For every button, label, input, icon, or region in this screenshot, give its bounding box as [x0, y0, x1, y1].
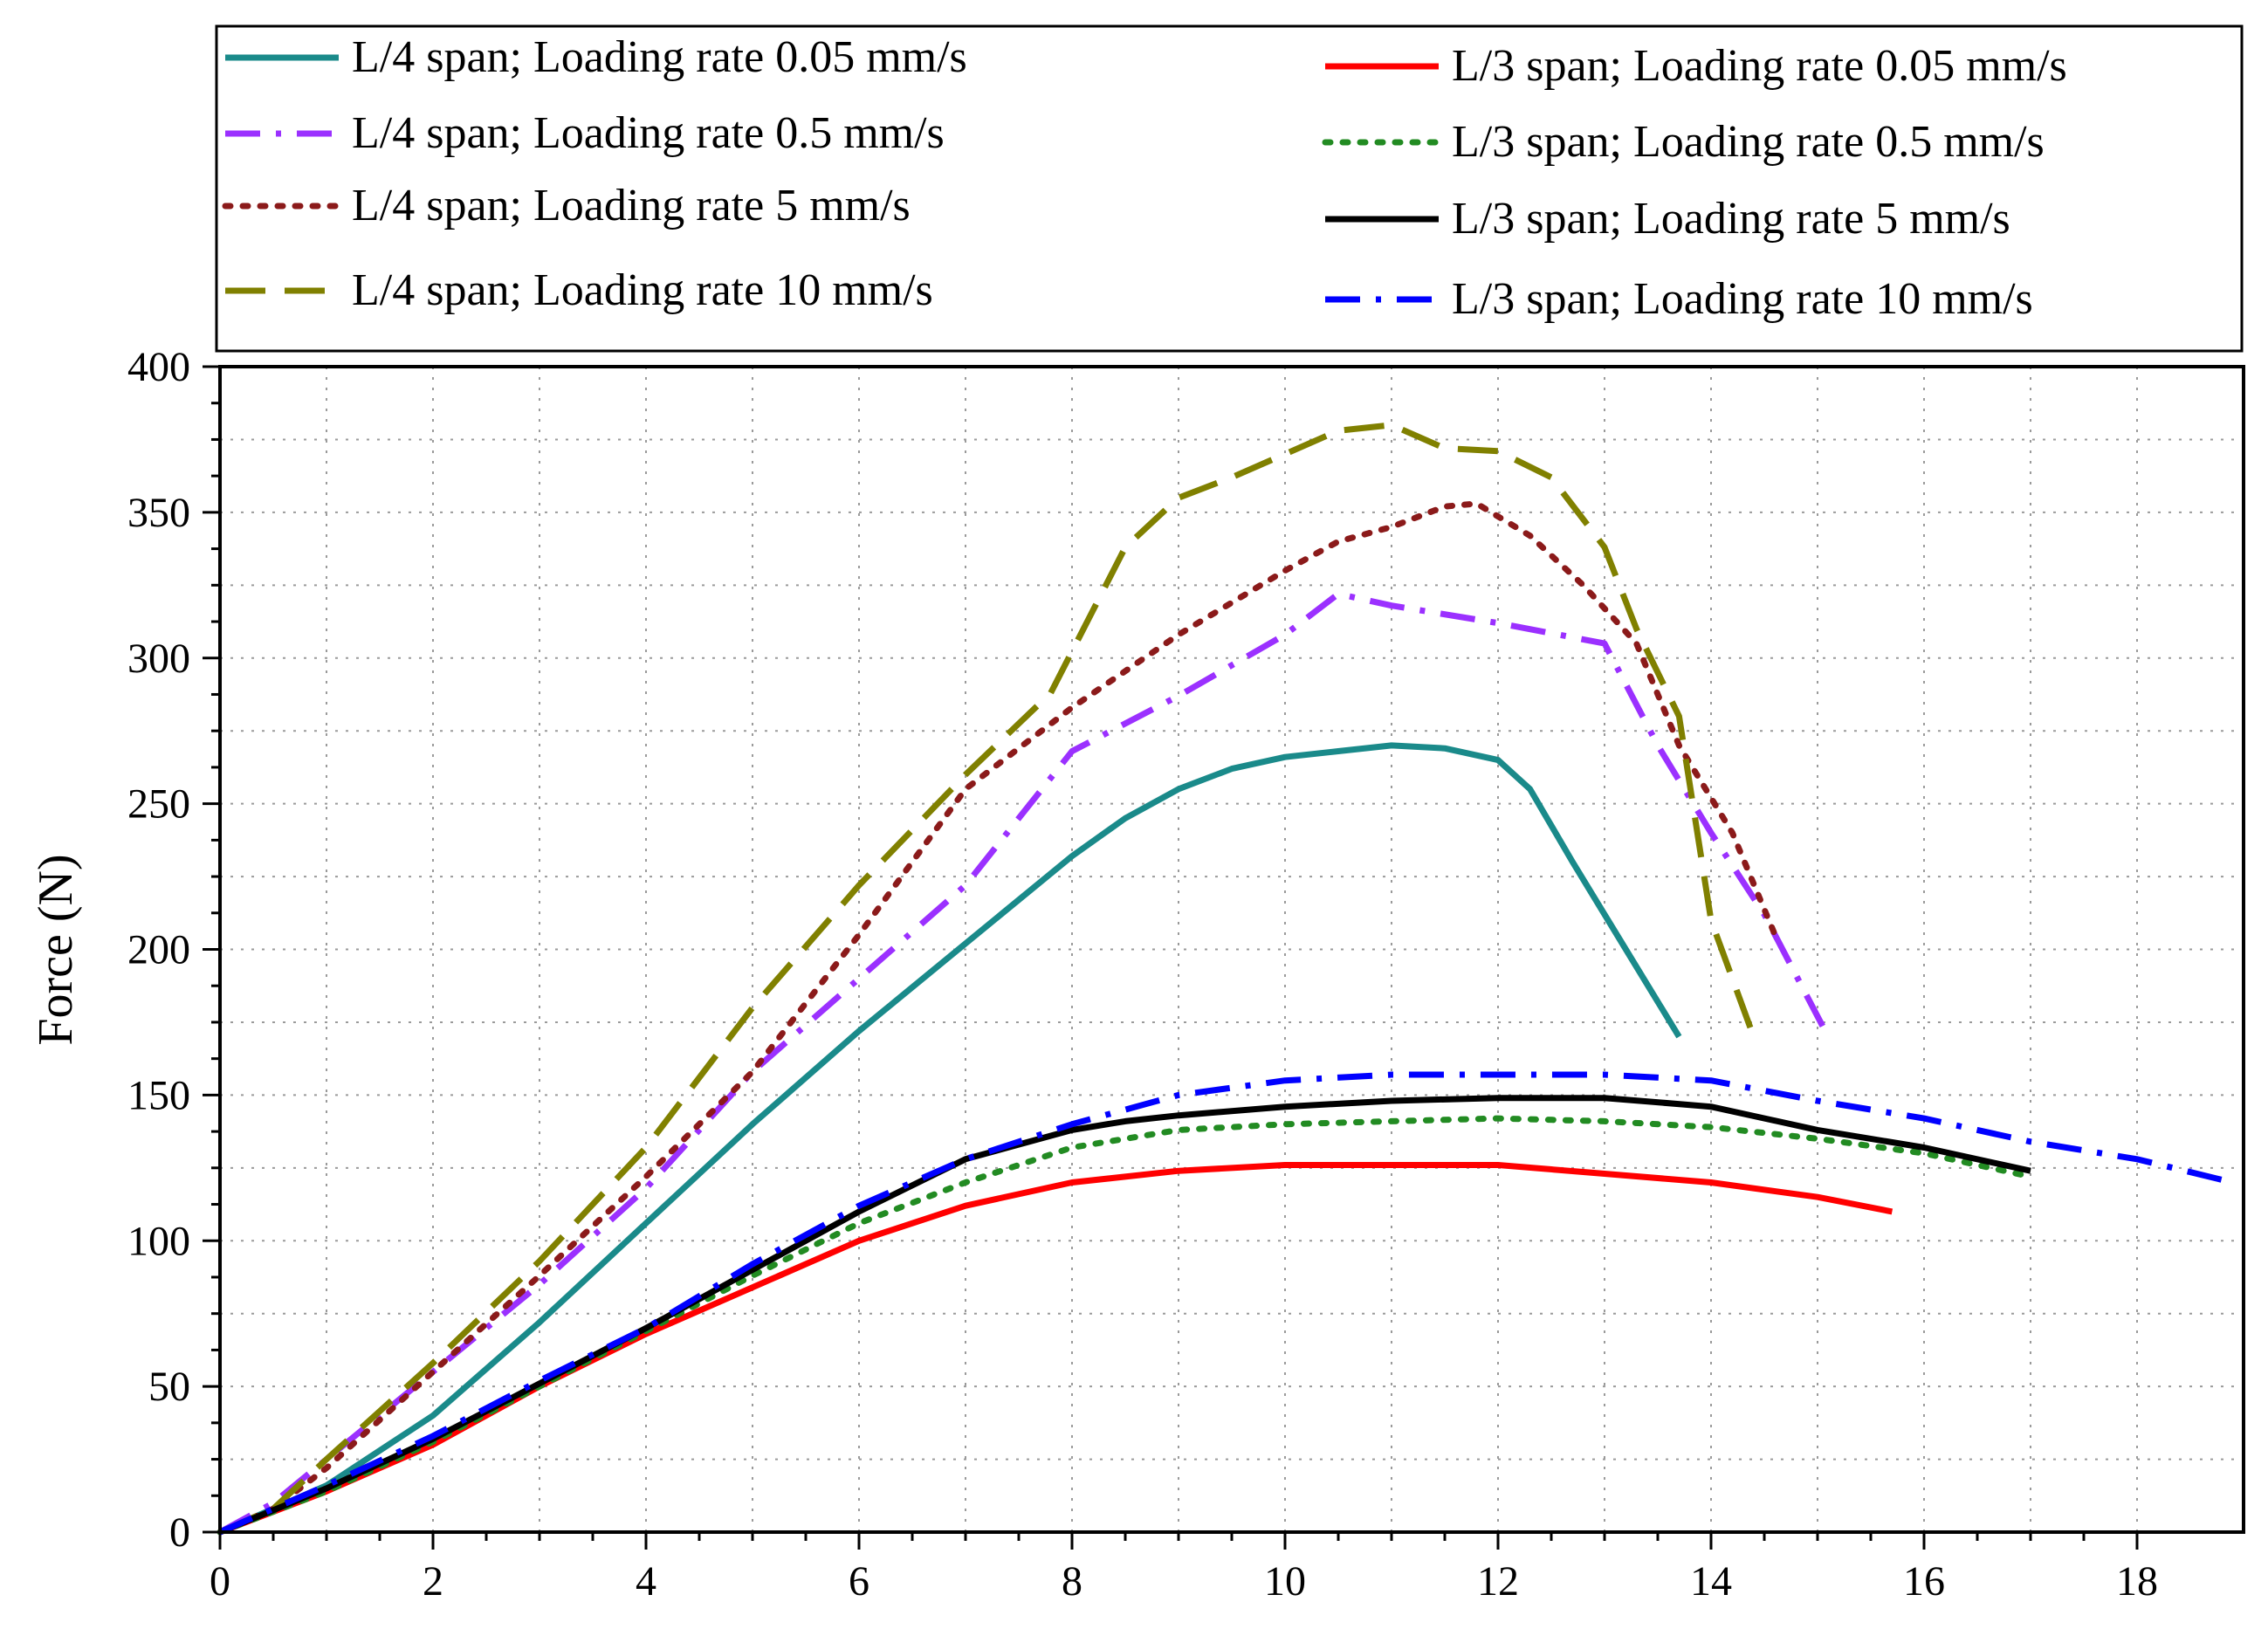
legend-label-2: L/4 span; Loading rate 0.5 mm/s — [352, 108, 945, 158]
tick-labels: 0 2 4 6 8 10 12 14 16 18 0 50 100 150 200 250 300 350 400 — [127, 344, 2158, 1605]
y-tick-label: 250 — [127, 781, 190, 828]
plot-area: 0 2 4 6 8 10 12 14 16 18 0 50 100 150 200 250 300 350 400 — [127, 344, 2245, 1605]
y-tick-label: 150 — [127, 1072, 190, 1118]
legend-label-5: L/3 span; Loading rate 0.05 mm/s — [1452, 41, 2067, 91]
series-line-8 — [218, 1071, 2234, 1536]
y-axis-title: Force (N) — [29, 854, 83, 1045]
series-line-1 — [218, 742, 1682, 1536]
x-tick-label: 0 — [210, 1558, 230, 1605]
series-line-5 — [218, 1162, 1893, 1536]
y-tick-label: 350 — [127, 490, 190, 536]
grid — [220, 367, 2244, 1532]
series-line-4 — [218, 422, 1757, 1536]
x-tick-label: 18 — [2116, 1558, 2158, 1605]
x-tick-label: 12 — [1477, 1558, 1519, 1605]
series-line-2 — [218, 590, 1832, 1536]
y-tick-label: 50 — [148, 1364, 190, 1410]
y-tick-label: 300 — [127, 636, 190, 682]
series-line-7 — [218, 1095, 2031, 1536]
legend: L/4 span; Loading rate 0.05 mm/s L/4 span… — [215, 24, 2244, 353]
legend-label-6: L/3 span; Loading rate 0.5 mm/s — [1452, 117, 2045, 167]
y-tick-label: 100 — [127, 1218, 190, 1264]
x-tick-label: 16 — [1903, 1558, 1945, 1605]
ticks — [203, 365, 2139, 1550]
legend-label-7: L/3 span; Loading rate 5 mm/s — [1452, 194, 2010, 244]
x-tick-label: 14 — [1690, 1558, 1732, 1605]
series-layer — [216, 422, 2234, 1536]
x-tick-label: 8 — [1062, 1558, 1082, 1605]
series-line-3 — [216, 500, 1778, 1536]
x-tick-label: 2 — [423, 1558, 443, 1605]
legend-box — [215, 24, 2244, 353]
y-tick-label: 400 — [127, 344, 190, 390]
legend-label-3: L/4 span; Loading rate 5 mm/s — [352, 181, 911, 230]
legend-label-1: L/4 span; Loading rate 0.05 mm/s — [352, 32, 967, 82]
y-tick-label: 0 — [169, 1509, 190, 1556]
series-line-6 — [216, 1115, 2034, 1536]
y-tick-label: 200 — [127, 927, 190, 973]
legend-label-4: L/4 span; Loading rate 10 mm/s — [352, 265, 933, 315]
x-tick-label: 10 — [1264, 1558, 1306, 1605]
legend-label-8: L/3 span; Loading rate 10 mm/s — [1452, 274, 2033, 324]
x-tick-label: 6 — [849, 1558, 869, 1605]
x-tick-label: 4 — [636, 1558, 656, 1605]
